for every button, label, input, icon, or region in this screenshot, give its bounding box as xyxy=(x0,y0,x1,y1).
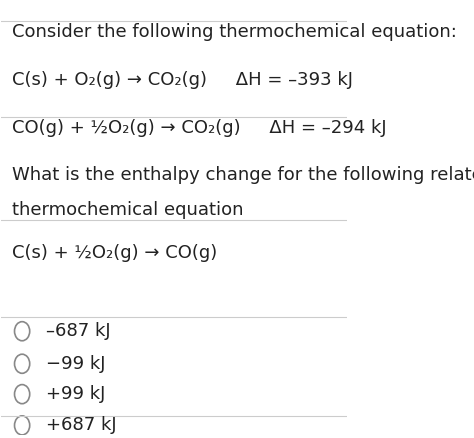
Text: What is the enthalpy change for the following related: What is the enthalpy change for the foll… xyxy=(12,166,474,184)
Text: thermochemical equation: thermochemical equation xyxy=(12,201,243,219)
Text: CO(g) + ½O₂(g) → CO₂(g)     ΔH = –294 kJ: CO(g) + ½O₂(g) → CO₂(g) ΔH = –294 kJ xyxy=(12,119,386,137)
Text: +99 kJ: +99 kJ xyxy=(46,385,106,403)
Text: –687 kJ: –687 kJ xyxy=(46,322,111,340)
Text: Consider the following thermochemical equation:: Consider the following thermochemical eq… xyxy=(12,23,456,41)
Text: C(s) + ½O₂(g) → CO(g): C(s) + ½O₂(g) → CO(g) xyxy=(12,244,217,262)
Text: +687 kJ: +687 kJ xyxy=(46,417,117,434)
Text: C(s) + O₂(g) → CO₂(g)     ΔH = –393 kJ: C(s) + O₂(g) → CO₂(g) ΔH = –393 kJ xyxy=(12,71,353,89)
Text: −99 kJ: −99 kJ xyxy=(46,355,106,373)
